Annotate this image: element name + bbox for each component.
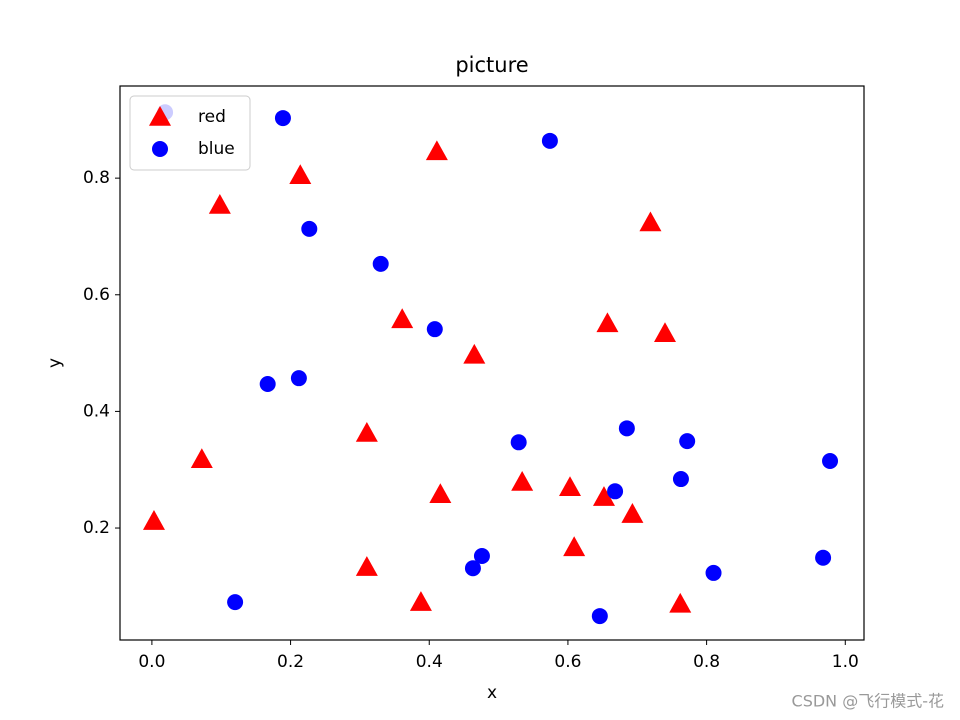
point (301, 220, 318, 237)
x-tick-label: 0.2 (277, 652, 304, 672)
y-tick-label: 0.2 (83, 518, 110, 538)
point (473, 548, 490, 565)
point (355, 556, 378, 576)
point (559, 476, 582, 497)
point (409, 591, 432, 611)
y-tick-label: 0.8 (83, 168, 110, 188)
x-tick-label: 0.0 (138, 652, 165, 672)
legend-marker (149, 106, 171, 126)
point (607, 483, 624, 500)
legend-label: blue (198, 139, 235, 159)
point (227, 594, 244, 611)
point (618, 420, 635, 437)
y-tick-label: 0.4 (83, 401, 110, 421)
point (510, 434, 527, 451)
point (429, 483, 452, 504)
y-axis-label: y (45, 358, 65, 368)
point (425, 140, 448, 161)
point (274, 110, 291, 127)
point (190, 448, 213, 469)
point (669, 592, 692, 613)
point (621, 503, 644, 523)
point (592, 486, 615, 506)
point (259, 375, 276, 392)
point (639, 211, 662, 232)
x-tick-label: 0.6 (554, 652, 581, 672)
point (391, 308, 414, 329)
chart-title: picture (455, 53, 528, 77)
point (679, 433, 696, 450)
point (142, 510, 165, 530)
point (464, 560, 481, 577)
y-tick-label: 0.6 (83, 285, 110, 305)
point (591, 608, 608, 625)
legend-marker (152, 141, 168, 157)
point (653, 322, 676, 343)
point (563, 536, 586, 557)
point (511, 470, 534, 491)
point (289, 164, 312, 185)
point (372, 255, 389, 272)
point (815, 549, 832, 566)
x-axis-label: x (487, 683, 497, 703)
point (463, 343, 486, 364)
point (672, 471, 689, 488)
point (596, 312, 619, 333)
point (705, 564, 722, 581)
watermark: CSDN @飞行模式-花 (792, 692, 944, 711)
x-tick-label: 0.4 (416, 652, 443, 672)
point (426, 321, 443, 338)
point (541, 132, 558, 149)
point (208, 193, 231, 214)
point (822, 452, 839, 469)
legend-label: red (198, 107, 226, 127)
point (290, 370, 307, 387)
plot-frame (119, 85, 865, 641)
point (355, 421, 378, 442)
x-tick-label: 1.0 (832, 652, 859, 672)
x-tick-label: 0.8 (693, 652, 720, 672)
